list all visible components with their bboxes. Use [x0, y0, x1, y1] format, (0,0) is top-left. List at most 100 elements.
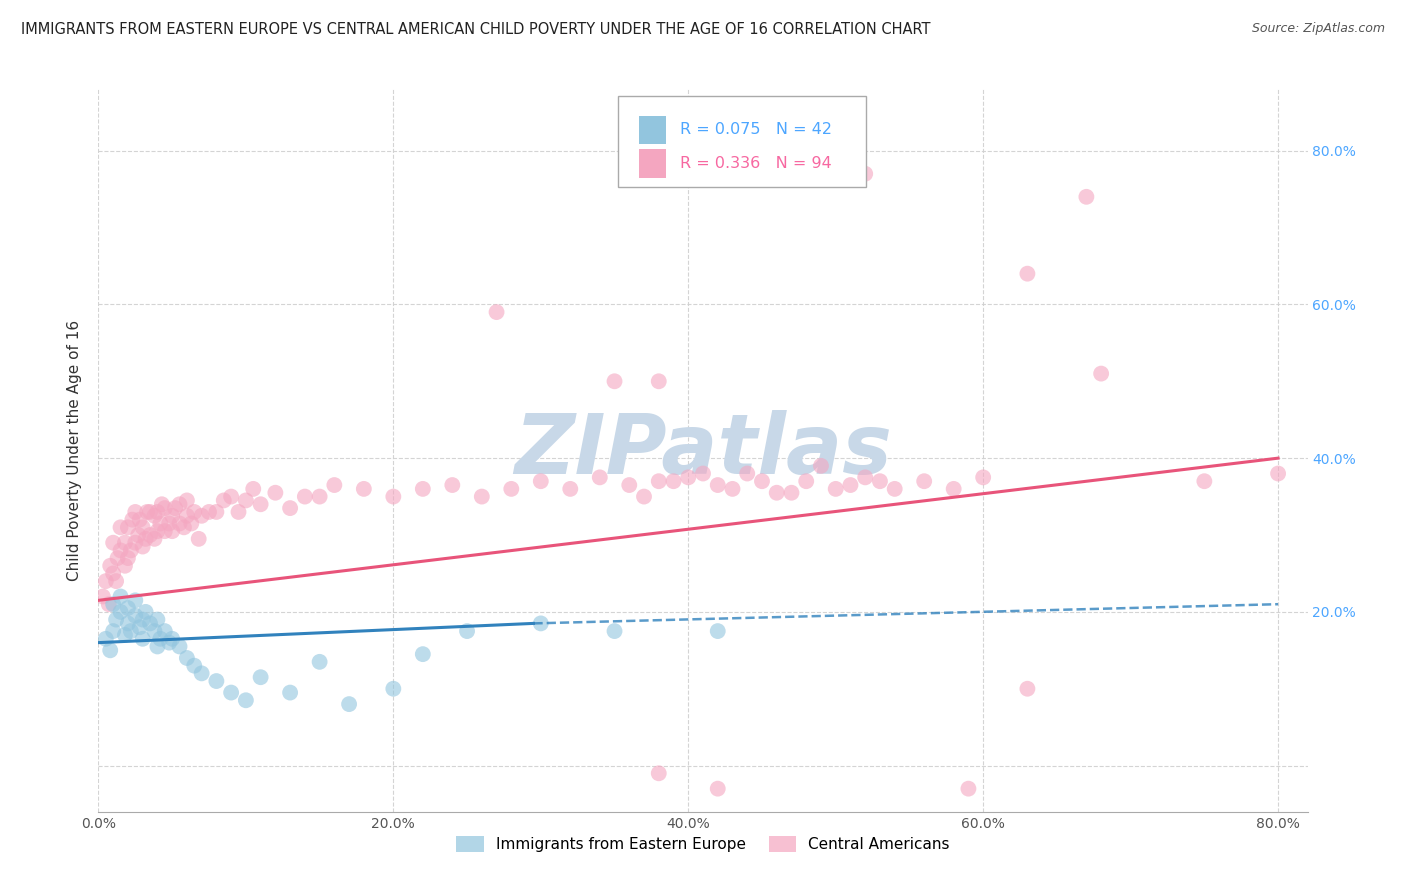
Point — [149, 516, 172, 531]
Point — [176, 493, 198, 508]
Point — [153, 501, 176, 516]
Text: ZIPatlas: ZIPatlas — [515, 410, 891, 491]
Point — [153, 524, 176, 538]
Point — [678, 470, 700, 484]
Point — [603, 624, 626, 639]
Point — [160, 508, 183, 523]
Point — [114, 535, 136, 549]
Point — [139, 616, 162, 631]
Point — [824, 482, 846, 496]
Point — [176, 508, 198, 523]
Point — [131, 540, 153, 554]
Point — [235, 493, 257, 508]
Point — [382, 490, 405, 504]
Point — [219, 685, 242, 699]
Point — [160, 632, 183, 646]
Point — [124, 535, 146, 549]
Point — [633, 490, 655, 504]
Point — [308, 655, 330, 669]
Point — [107, 551, 129, 566]
Point — [1267, 467, 1289, 481]
Point — [124, 593, 146, 607]
Point — [143, 508, 166, 523]
Point — [128, 620, 150, 634]
Point — [942, 482, 965, 496]
Point — [146, 640, 169, 654]
Point — [139, 505, 162, 519]
Point — [150, 497, 173, 511]
Point — [139, 528, 162, 542]
Point — [278, 685, 301, 699]
Text: IMMIGRANTS FROM EASTERN EUROPE VS CENTRAL AMERICAN CHILD POVERTY UNDER THE AGE O: IMMIGRANTS FROM EASTERN EUROPE VS CENTRA… — [21, 22, 931, 37]
Point — [692, 467, 714, 481]
Point — [869, 474, 891, 488]
Point — [1017, 681, 1039, 696]
Point — [180, 516, 202, 531]
Point — [1090, 367, 1112, 381]
Point — [117, 520, 139, 534]
Point — [136, 505, 159, 519]
Point — [146, 505, 169, 519]
Point — [308, 490, 330, 504]
Point — [353, 482, 375, 496]
Point — [735, 467, 758, 481]
Point — [128, 513, 150, 527]
Point — [157, 516, 180, 531]
Text: R = 0.075   N = 42: R = 0.075 N = 42 — [681, 122, 832, 137]
Point — [114, 558, 136, 573]
Point — [169, 497, 191, 511]
Point — [187, 532, 209, 546]
Point — [249, 670, 271, 684]
Point — [560, 482, 582, 496]
Point — [662, 474, 685, 488]
Point — [485, 305, 508, 319]
Point — [105, 613, 128, 627]
Point — [124, 608, 146, 623]
Point — [972, 470, 994, 484]
Bar — [638, 149, 665, 178]
Point — [853, 167, 876, 181]
Point — [98, 643, 121, 657]
Point — [131, 613, 153, 627]
Point — [101, 535, 124, 549]
Point — [456, 624, 478, 639]
Point — [228, 505, 250, 519]
Point — [183, 658, 205, 673]
Point — [205, 674, 228, 689]
Point — [91, 590, 114, 604]
Point — [176, 651, 198, 665]
Point — [117, 601, 139, 615]
Point — [780, 485, 803, 500]
Point — [98, 558, 121, 573]
Point — [124, 505, 146, 519]
Point — [235, 693, 257, 707]
Point — [706, 624, 728, 639]
Point — [212, 493, 235, 508]
Point — [278, 501, 301, 516]
Point — [114, 628, 136, 642]
Point — [294, 490, 316, 504]
Point — [94, 632, 117, 646]
Point — [135, 605, 157, 619]
Point — [101, 597, 124, 611]
Point — [751, 474, 773, 488]
Point — [603, 374, 626, 388]
Point — [131, 520, 153, 534]
Point — [127, 528, 149, 542]
Point — [105, 574, 128, 588]
Point — [242, 482, 264, 496]
Y-axis label: Child Poverty Under the Age of 16: Child Poverty Under the Age of 16 — [67, 320, 83, 581]
Point — [110, 605, 132, 619]
Point — [706, 478, 728, 492]
Point — [120, 543, 142, 558]
Point — [501, 482, 523, 496]
Point — [839, 478, 862, 492]
Point — [101, 624, 124, 639]
Point — [530, 474, 553, 488]
Point — [912, 474, 935, 488]
Point — [146, 613, 169, 627]
Point — [190, 666, 212, 681]
Point — [1076, 190, 1098, 204]
Point — [648, 374, 671, 388]
Point — [117, 616, 139, 631]
